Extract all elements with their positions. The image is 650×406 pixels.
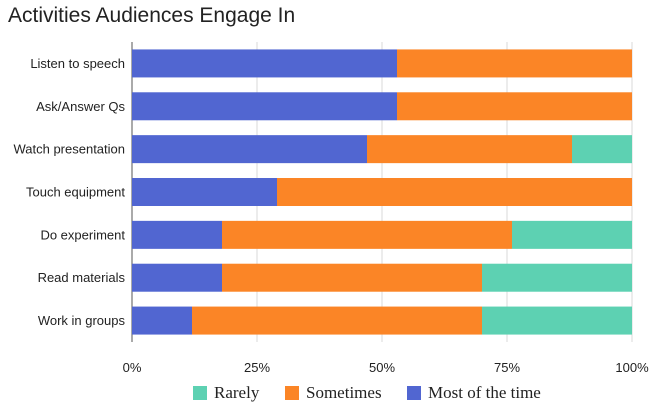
legend-label: Most of the time xyxy=(428,383,541,402)
category-label: Do experiment xyxy=(40,227,125,242)
bar-segment xyxy=(132,135,367,164)
x-tick-label: 50% xyxy=(369,360,395,375)
x-tick-labels: 0% 25% 50% 75% 100% xyxy=(123,360,649,375)
x-tick-label: 25% xyxy=(244,360,270,375)
legend-swatch xyxy=(407,386,421,400)
bar-segment xyxy=(132,263,222,292)
bar-segment xyxy=(397,92,632,121)
category-label: Ask/Answer Qs xyxy=(36,99,125,114)
category-label: Touch equipment xyxy=(26,185,125,200)
legend-label: Rarely xyxy=(214,383,260,402)
category-label: Read materials xyxy=(38,270,126,285)
bar-segment xyxy=(572,135,632,164)
bars xyxy=(132,49,632,335)
bar-segment xyxy=(482,306,632,335)
category-label: Watch presentation xyxy=(13,142,125,157)
x-tick-label: 75% xyxy=(494,360,520,375)
bar-segment xyxy=(222,220,512,249)
legend-label: Sometimes xyxy=(306,383,382,402)
category-label: Work in groups xyxy=(38,313,126,328)
bar-segment xyxy=(132,49,397,78)
bar-segment xyxy=(132,92,397,121)
bar-segment xyxy=(482,263,632,292)
bar-segment xyxy=(397,49,632,78)
category-label: Listen to speech xyxy=(30,56,125,71)
bar-segment xyxy=(192,306,482,335)
bar-segment xyxy=(132,220,222,249)
bar-segment xyxy=(222,263,482,292)
legend-swatch xyxy=(285,386,299,400)
x-tick-label: 0% xyxy=(123,360,142,375)
chart-title: Activities Audiences Engage In xyxy=(8,4,296,27)
x-tick-label: 100% xyxy=(615,360,649,375)
bar-segment xyxy=(132,306,192,335)
bar-segment xyxy=(277,178,632,206)
bar-segment xyxy=(367,135,572,164)
legend: Rarely Sometimes Most of the time xyxy=(193,383,541,402)
category-labels: Listen to speech Ask/Answer Qs Watch prese… xyxy=(13,56,125,328)
legend-swatch xyxy=(193,386,207,400)
bar-segment xyxy=(132,178,277,206)
bar-segment xyxy=(512,220,632,249)
